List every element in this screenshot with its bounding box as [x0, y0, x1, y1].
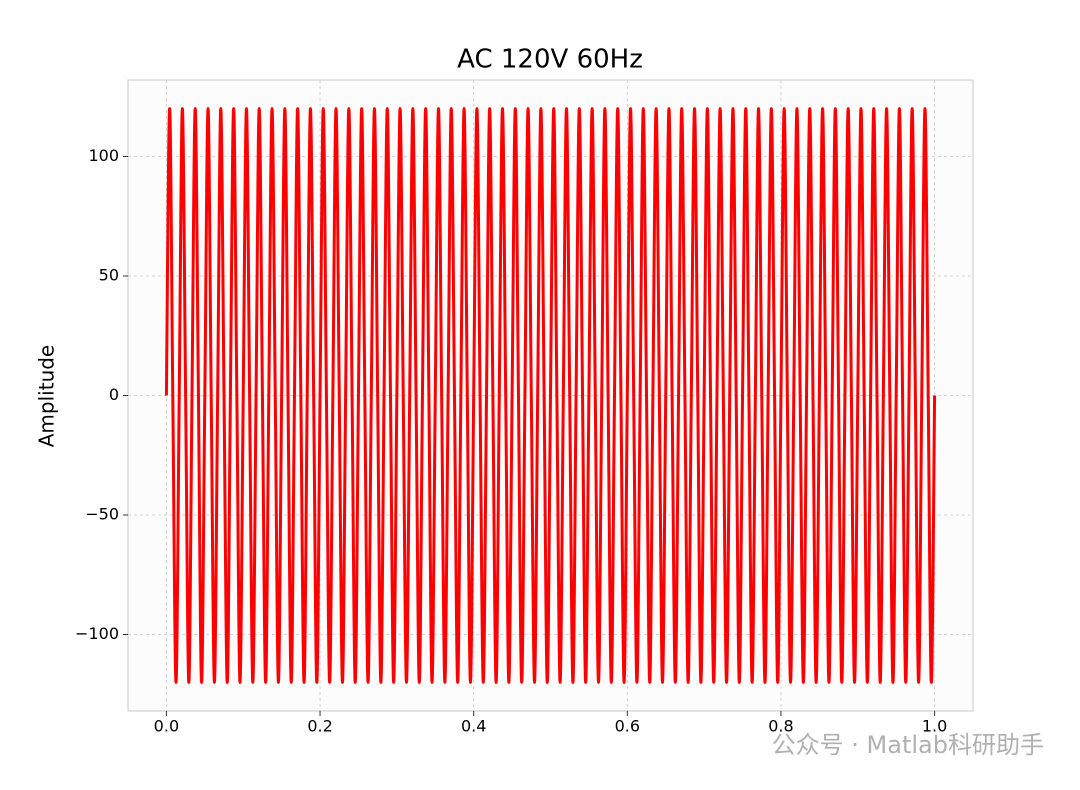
- x-tick-label: 0.2: [307, 717, 332, 736]
- series-line: [164, 107, 937, 684]
- y-tick-label: 0: [109, 385, 119, 404]
- x-tick-label: 0.8: [768, 717, 793, 736]
- y-tick-label: 100: [88, 146, 119, 165]
- y-axis-label: Amplitude: [35, 345, 59, 448]
- chart-title: AC 120V 60Hz: [457, 45, 643, 75]
- x-tick-label: 1.0: [922, 717, 947, 736]
- x-tick-label: 0.6: [615, 717, 640, 736]
- x-tick-label: 0.4: [461, 717, 486, 736]
- y-tick-label: 50: [99, 265, 119, 284]
- watermark: 公众号 · Matlab科研助手: [772, 731, 1044, 759]
- y-tick-label: −50: [85, 505, 119, 524]
- y-tick-label: −100: [75, 624, 119, 643]
- x-tick-label: 0.0: [154, 717, 179, 736]
